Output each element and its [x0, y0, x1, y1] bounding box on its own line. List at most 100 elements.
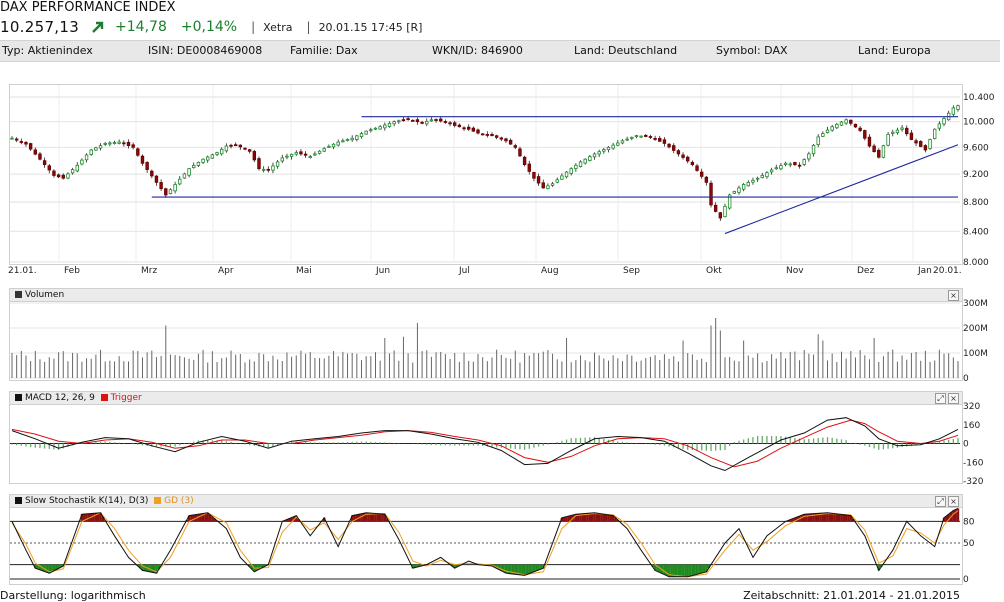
candle: [494, 135, 499, 138]
candle: [928, 139, 932, 150]
candle: [858, 127, 862, 131]
candle: [564, 171, 569, 178]
candle: [168, 189, 173, 195]
quote-timestamp: 20.01.15 17:45 [R]: [318, 20, 423, 34]
expand-icon[interactable]: ⤢: [935, 496, 946, 507]
candle: [247, 149, 252, 152]
info-symbol: Symbol: DAX: [716, 44, 788, 57]
candle: [746, 181, 750, 187]
candle: [574, 164, 578, 169]
candle: [406, 118, 410, 121]
candle: [355, 135, 359, 140]
candle: [220, 148, 224, 155]
y-tick-label: 300M: [963, 299, 988, 309]
candle: [718, 212, 723, 219]
candle: [178, 178, 182, 185]
candle: [909, 132, 914, 140]
candle: [182, 173, 187, 179]
candle: [466, 126, 471, 130]
candle: [513, 145, 517, 148]
y-tick-label: 160: [963, 421, 980, 431]
candle: [751, 179, 755, 183]
candle: [47, 165, 51, 171]
candle: [33, 149, 38, 155]
candle: [70, 169, 75, 174]
candle: [606, 146, 611, 151]
candle: [448, 122, 452, 125]
candle: [80, 159, 84, 165]
volume-swatch: [15, 291, 22, 298]
info-bar: Typ: Aktienindex ISIN: DE0008469008 Fami…: [0, 40, 1000, 62]
candle: [233, 144, 238, 147]
close-icon[interactable]: ×: [948, 393, 959, 404]
candle: [662, 139, 667, 144]
candle: [275, 161, 280, 167]
candle: [331, 143, 336, 148]
expand-icon[interactable]: ⤢: [935, 393, 946, 404]
x-tick-label: Mai: [296, 266, 312, 276]
candle: [709, 182, 713, 206]
candle: [588, 156, 592, 161]
candle: [373, 127, 378, 130]
candle: [443, 121, 448, 123]
candle: [704, 176, 709, 183]
candle: [61, 174, 65, 179]
candle: [369, 129, 373, 132]
candle: [905, 127, 909, 135]
candle: [853, 123, 858, 128]
candle: [686, 156, 690, 162]
candle: [844, 119, 848, 124]
candle: [280, 157, 284, 162]
candle: [392, 121, 396, 125]
candle: [341, 140, 345, 143]
candle: [783, 162, 788, 165]
candle: [956, 105, 960, 110]
candle: [378, 126, 382, 130]
price-change: +14,78: [115, 19, 167, 35]
volume-label: Volumen: [25, 290, 65, 300]
candle: [667, 143, 671, 148]
candle: [532, 172, 536, 179]
candle: [811, 144, 816, 155]
x-tick-label: Apr: [218, 266, 234, 276]
candle: [536, 176, 541, 184]
candle: [923, 145, 928, 151]
x-tick-label: Jul: [458, 266, 470, 276]
trigger-swatch: [100, 394, 108, 401]
x-tick-label: Aug: [541, 266, 559, 276]
candle: [266, 168, 271, 171]
candle: [546, 185, 550, 189]
stoch-swatch: [15, 497, 22, 504]
candle: [140, 155, 145, 164]
arrow-up-right-icon: [92, 21, 104, 33]
info-land: Land: Deutschland: [574, 44, 678, 57]
candle: [797, 164, 802, 167]
candle: [397, 120, 401, 123]
footer: Darstellung: logarithmisch Zeitabschnitt…: [0, 589, 960, 602]
candle: [900, 127, 904, 130]
x-tick-label: Dez: [857, 266, 874, 276]
candle: [38, 153, 42, 160]
candle: [713, 204, 718, 212]
candle: [937, 123, 942, 129]
candle: [508, 139, 513, 145]
y-tick-label: 8.400: [963, 227, 989, 237]
candle: [732, 191, 737, 194]
candle: [439, 118, 443, 122]
candle: [364, 130, 368, 135]
candle: [816, 136, 820, 145]
close-icon[interactable]: ×: [948, 290, 959, 301]
candle: [863, 130, 867, 139]
candle: [299, 151, 303, 155]
display-mode: Darstellung: logarithmisch: [0, 589, 146, 602]
candle: [932, 128, 937, 139]
candle: [14, 138, 19, 141]
info-wkn: WKN/ID: 846900: [432, 44, 523, 57]
candle: [872, 145, 876, 152]
candle: [150, 170, 154, 177]
close-icon[interactable]: ×: [948, 496, 959, 507]
y-tick-label: 100M: [963, 349, 988, 359]
candle: [891, 131, 895, 134]
candle: [807, 153, 811, 160]
candle: [136, 148, 140, 156]
